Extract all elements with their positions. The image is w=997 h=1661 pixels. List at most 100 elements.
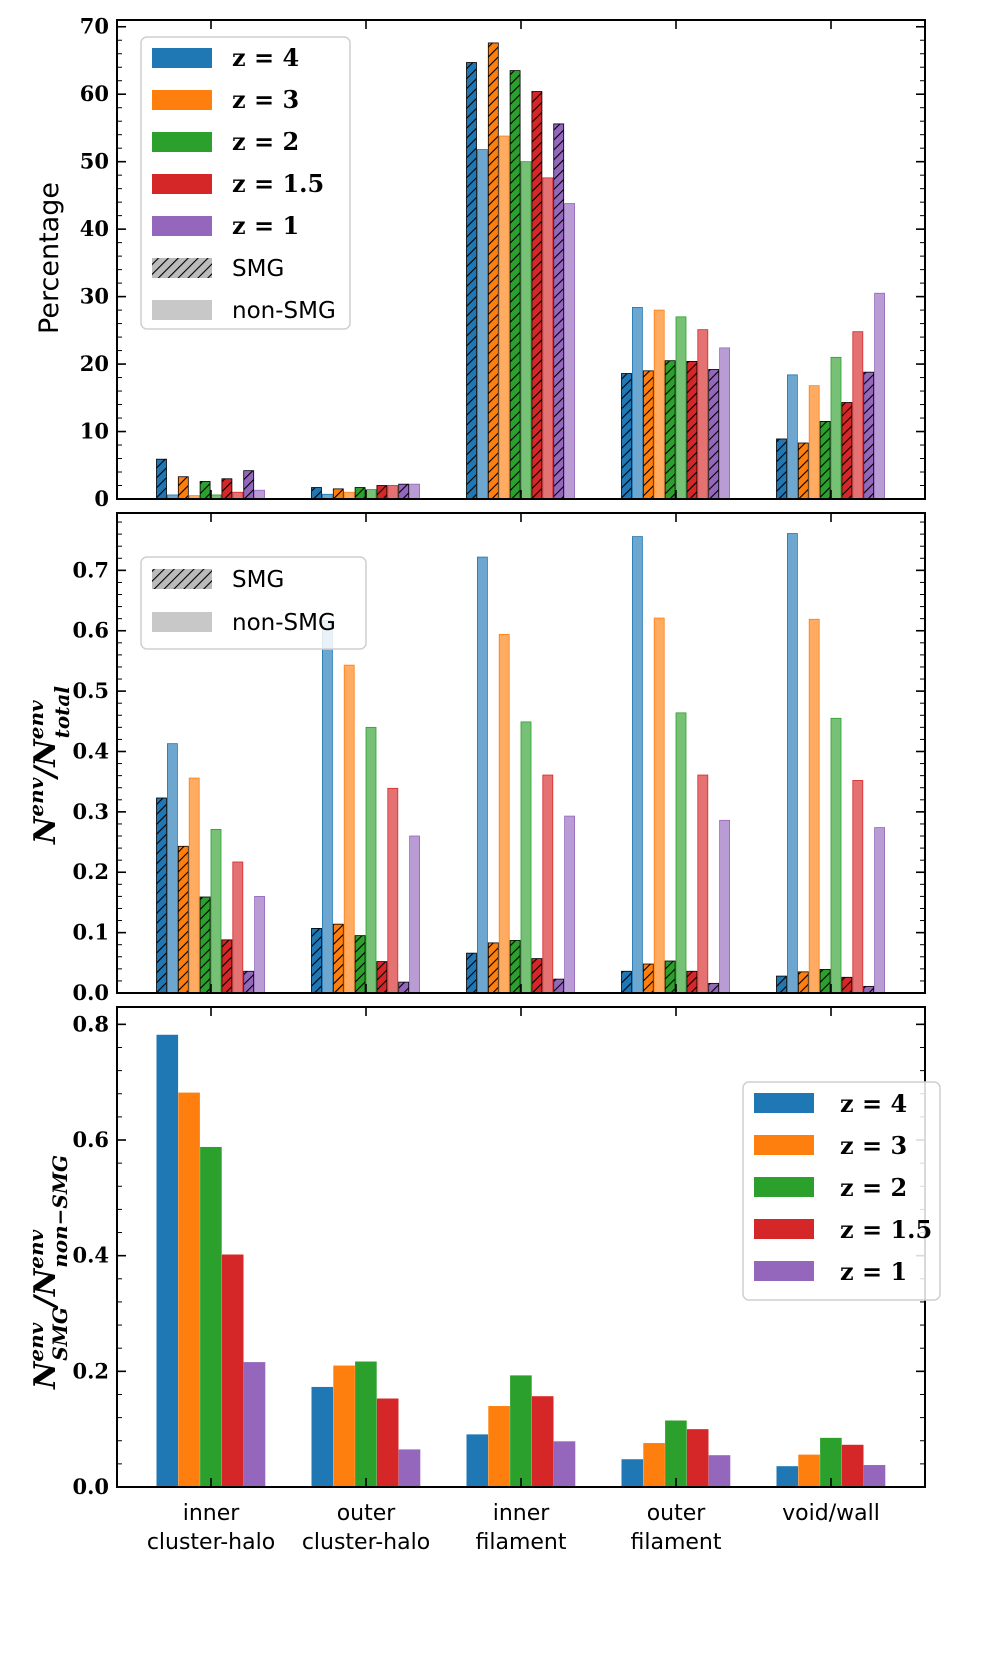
bar-ratio xyxy=(841,1444,864,1487)
y-tick-label: 0.6 xyxy=(72,1127,109,1152)
bar-non-smg xyxy=(852,331,864,500)
legend-swatch-z15 xyxy=(152,174,212,194)
bar-smg-hatch xyxy=(376,485,387,499)
bar-smg-hatch xyxy=(156,459,167,499)
x-category-label: inner xyxy=(183,1501,241,1526)
bar-non-smg xyxy=(520,161,532,500)
bar-non-smg xyxy=(697,774,709,994)
legend-bot-z4: z = 4 xyxy=(754,1089,907,1118)
legend-bot-swatch-z15 xyxy=(754,1219,814,1239)
bar-smg-hatch xyxy=(553,123,564,499)
bar-non-smg xyxy=(830,717,842,994)
legend-swatch-smg-hatch xyxy=(152,258,212,278)
bar-non-smg xyxy=(564,203,575,500)
bar-smg-hatch xyxy=(553,979,564,993)
bar-smg-hatch xyxy=(311,928,322,993)
legend-label-smg: SMG xyxy=(232,256,284,282)
bar-smg-hatch xyxy=(863,372,874,499)
y-tick-label: 0.7 xyxy=(72,557,109,582)
bar-ratio xyxy=(863,1465,886,1487)
x-axis-category-labels: inner cluster-halo outer cluster-halo inner f… xyxy=(147,1501,880,1555)
legend-bot-label-z2: z = 2 xyxy=(840,1173,907,1202)
bar-smg-hatch xyxy=(466,953,477,993)
bar-non-smg xyxy=(808,385,820,500)
bar-ratio xyxy=(776,1466,799,1487)
bar-ratio xyxy=(398,1449,421,1487)
bar-ratio xyxy=(156,1034,179,1487)
bar-smg-hatch xyxy=(311,487,322,499)
legend-bot-z3: z = 3 xyxy=(754,1131,907,1160)
y-tick-label: 0.6 xyxy=(72,618,109,643)
legend-bot-swatch-z1 xyxy=(754,1261,814,1281)
bar-ratio xyxy=(333,1365,355,1487)
y-tick-label: 0.2 xyxy=(72,859,109,884)
bar-smg-hatch xyxy=(243,971,254,993)
bar-ratio xyxy=(355,1361,377,1487)
bar-smg-hatch xyxy=(200,481,211,499)
y-tick-label: 60 xyxy=(80,81,109,106)
legend-top-z4: z = 4 xyxy=(152,43,299,72)
bar-non-smg xyxy=(808,618,820,994)
bar-non-smg xyxy=(874,827,885,994)
legend-swatch-z1 xyxy=(152,216,212,236)
legend-label-non-smg: non-SMG xyxy=(232,298,336,324)
bar-smg-hatch xyxy=(510,70,521,499)
legend-label-z3: z = 3 xyxy=(232,85,299,114)
bar-non-smg xyxy=(852,780,864,994)
bar-smg-hatch xyxy=(221,478,232,499)
bar-non-smg xyxy=(874,292,885,500)
bar-non-smg xyxy=(675,712,687,994)
bar-non-smg xyxy=(498,633,510,994)
legend-bot-z1: z = 1 xyxy=(754,1257,907,1286)
legend-top-z15: z = 1.5 xyxy=(152,169,324,198)
y-tick-label: 0.5 xyxy=(72,678,109,703)
bar-smg-hatch xyxy=(178,476,189,499)
x-category-label: outer xyxy=(647,1501,707,1526)
bar-smg-hatch xyxy=(156,797,167,993)
bar-smg-hatch xyxy=(643,370,654,499)
bar-non-smg xyxy=(232,861,244,994)
bar-non-smg xyxy=(632,536,643,994)
legend-top-non-smg: non-SMG xyxy=(152,298,336,324)
bar-non-smg xyxy=(188,777,200,994)
x-category-label: cluster-halo xyxy=(302,1530,430,1555)
bar-ratio xyxy=(221,1254,244,1487)
legend-label-z1: z = 1 xyxy=(232,211,299,240)
bar-non-smg xyxy=(719,819,730,994)
y-axis-label-smg-ratio: NenvSMG/Nenvnon−SMG xyxy=(24,1155,72,1390)
legend-mid-label-smg: SMG xyxy=(232,567,284,593)
bar-non-smg xyxy=(409,483,421,500)
y-axis-label-fraction-total: Nenv/Nenv total xyxy=(24,686,74,845)
bar-smg-hatch xyxy=(708,983,719,993)
legend-top: z = 4 z = 3 z = 2 z = 1.5 z = 1 SMG non-… xyxy=(140,36,351,330)
x-category-label: inner xyxy=(493,1501,551,1526)
bar-non-smg xyxy=(210,828,222,994)
bar-non-smg xyxy=(387,485,399,500)
bar-smg-hatch xyxy=(686,361,697,499)
bar-smg-hatch xyxy=(643,964,654,993)
bar-ratio xyxy=(820,1437,842,1487)
bar-smg-hatch xyxy=(488,942,499,993)
bar-smg-hatch xyxy=(178,846,189,993)
legend-swatch-z4 xyxy=(152,48,212,68)
x-category-label: void/wall xyxy=(782,1501,880,1526)
bar-non-smg xyxy=(365,726,377,994)
legend-bot-swatch-z2 xyxy=(754,1177,814,1197)
bar-non-smg xyxy=(476,556,488,994)
bar-non-smg xyxy=(498,135,510,500)
legend-bot-z2: z = 2 xyxy=(754,1173,907,1202)
bar-ratio xyxy=(466,1434,489,1487)
legend-bot-label-z1: z = 1 xyxy=(840,1257,907,1286)
legend-bot-swatch-z3 xyxy=(754,1135,814,1155)
legend-swatch-z3 xyxy=(152,90,212,110)
y-tick-label: 30 xyxy=(80,284,109,309)
bar-ratio xyxy=(200,1146,222,1487)
bar-smg-hatch xyxy=(621,373,632,499)
bar-non-smg xyxy=(787,374,798,500)
bar-non-smg xyxy=(697,329,709,500)
bar-non-smg xyxy=(520,721,532,994)
panel-smg-ratio: 0.0 0.2 0.4 0.6 0.8 xyxy=(72,1006,926,1499)
y-tick-label: 0.4 xyxy=(72,1243,109,1268)
legend-top-smg: SMG xyxy=(152,256,284,282)
bar-smg-hatch xyxy=(621,971,632,993)
